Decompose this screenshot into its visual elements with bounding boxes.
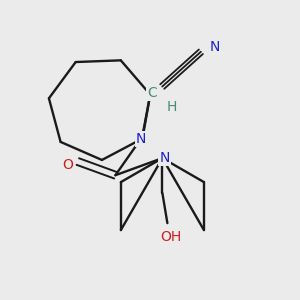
Text: C: C <box>147 85 157 100</box>
Text: O: O <box>62 158 73 172</box>
Text: N: N <box>159 151 170 165</box>
Text: H: H <box>167 100 177 113</box>
Text: N: N <box>136 132 146 146</box>
Text: N: N <box>210 40 220 54</box>
Text: OH: OH <box>160 230 181 244</box>
